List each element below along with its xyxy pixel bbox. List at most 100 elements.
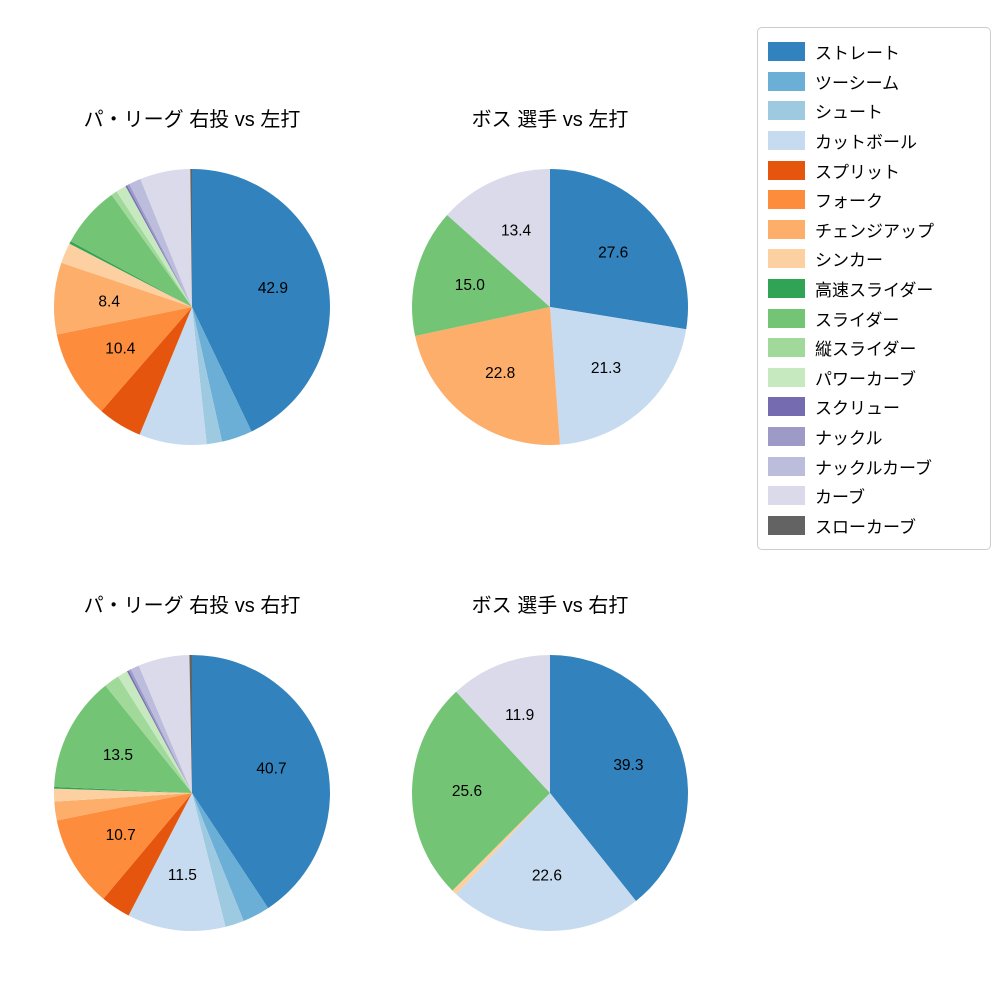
legend-label: カーブ bbox=[815, 488, 865, 508]
legend-swatch bbox=[768, 427, 805, 447]
legend-label: スクリュー bbox=[815, 399, 900, 419]
pie-slice bbox=[192, 793, 269, 921]
legend-item: シンカー bbox=[768, 244, 980, 274]
pie-slice bbox=[127, 184, 192, 307]
legend-item: 高速スライダー bbox=[768, 274, 980, 304]
pie-slice bbox=[103, 793, 192, 916]
legend-label: スプリット bbox=[815, 162, 900, 182]
pie-slice bbox=[111, 191, 192, 307]
pie-slice bbox=[456, 793, 636, 931]
pie-percent-label: 42.9 bbox=[258, 280, 288, 297]
pie-slice bbox=[192, 655, 330, 909]
legend-label: ナックルカーブ bbox=[815, 458, 932, 478]
pie-slice bbox=[130, 665, 192, 793]
pie-slice bbox=[118, 671, 192, 793]
legend-label: シュート bbox=[815, 103, 883, 123]
chart-title-bottom-right: ボス 選手 vs 右打 bbox=[471, 595, 629, 617]
pie-slice bbox=[129, 179, 192, 307]
legend-label: 高速スライダー bbox=[815, 281, 934, 301]
pie-chart-bottom-left: 40.7 11.5 10.7 13.5 bbox=[54, 654, 330, 932]
pie-percent-label: 27.6 bbox=[598, 245, 628, 262]
pie-slice bbox=[192, 307, 252, 442]
pie-slice bbox=[125, 185, 192, 307]
legend-swatch bbox=[768, 101, 805, 121]
legend-item: カーブ bbox=[768, 481, 980, 511]
pie-slice bbox=[139, 307, 207, 445]
pie-slice bbox=[56, 307, 192, 412]
pie-slice bbox=[192, 793, 244, 927]
pie-slice bbox=[412, 691, 550, 891]
pie-percent-label: 40.7 bbox=[256, 761, 286, 778]
pie-slice bbox=[456, 655, 550, 793]
pie-slice bbox=[101, 307, 192, 435]
legend-item: ツーシーム bbox=[768, 67, 980, 97]
pie-slice bbox=[105, 676, 192, 793]
legend-item: パワーカーブ bbox=[768, 363, 980, 393]
pie-slice bbox=[138, 655, 192, 793]
pie-slice bbox=[190, 168, 192, 307]
legend-swatch bbox=[768, 486, 805, 506]
legend-swatch bbox=[768, 190, 805, 210]
legend-item: スローカーブ bbox=[768, 511, 980, 541]
pie-percent-label: 25.6 bbox=[452, 783, 482, 800]
pie-slice bbox=[550, 169, 688, 330]
legend-swatch bbox=[768, 279, 805, 299]
legend-swatch bbox=[768, 160, 805, 180]
pie-slice bbox=[192, 307, 223, 445]
pie-percent-label: 22.8 bbox=[485, 365, 515, 382]
pie-slice bbox=[70, 194, 192, 307]
legend-label: ストレート bbox=[815, 44, 900, 64]
legend-label: ナックル bbox=[815, 429, 883, 449]
legend-item: スプリット bbox=[768, 155, 980, 185]
legend-swatch bbox=[768, 397, 805, 417]
pie-percent-label: 10.4 bbox=[105, 340, 136, 357]
pie-slice bbox=[550, 655, 688, 901]
pie-percent-label: 11.9 bbox=[505, 707, 534, 724]
pie-chart-bottom-right: 39.3 22.6 25.6 11.9 bbox=[412, 655, 688, 931]
pie-slice bbox=[54, 685, 192, 793]
pie-percent-label: 13.5 bbox=[103, 747, 133, 764]
legend-swatch bbox=[768, 515, 805, 535]
legend-label: スローカーブ bbox=[815, 517, 916, 537]
legend-label: スライダー bbox=[815, 310, 900, 330]
pie-slice bbox=[412, 215, 550, 337]
legend-item: ストレート bbox=[768, 37, 980, 67]
pie-percent-label: 22.6 bbox=[532, 867, 562, 884]
pie-chart-top-left: 42.9 10.4 8.4 bbox=[53, 168, 330, 445]
legend-swatch bbox=[768, 131, 805, 151]
legend: ストレートツーシームシュートカットボール スプリットフォークチェンジアップシンカー… bbox=[757, 27, 991, 551]
pie-slice bbox=[69, 241, 192, 307]
legend-item: チェンジアップ bbox=[768, 215, 980, 245]
legend-label: カットボール bbox=[815, 133, 917, 153]
pie-percent-label: 13.4 bbox=[501, 223, 532, 240]
pie-slice bbox=[415, 307, 560, 445]
pie-percent-label: 21.3 bbox=[591, 360, 621, 377]
legend-item: シュート bbox=[768, 96, 980, 126]
pie-slice bbox=[550, 307, 687, 445]
legend-swatch bbox=[768, 71, 805, 91]
pie-slice bbox=[61, 243, 192, 307]
pie-slice bbox=[447, 169, 550, 307]
legend-swatch bbox=[768, 308, 805, 328]
pie-slice bbox=[127, 670, 192, 793]
pie-slice bbox=[56, 793, 192, 899]
legend-item: ナックルカーブ bbox=[768, 451, 980, 481]
legend-label: チェンジアップ bbox=[815, 221, 934, 241]
pie-percent-label: 8.4 bbox=[98, 293, 120, 310]
legend-swatch bbox=[768, 249, 805, 269]
legend-label: フォーク bbox=[815, 192, 883, 212]
pie-slice bbox=[116, 186, 192, 307]
pie-slice bbox=[54, 793, 192, 821]
pie-slice bbox=[53, 262, 193, 335]
pie-slice bbox=[189, 654, 192, 793]
legend-item: フォーク bbox=[768, 185, 980, 215]
legend-swatch bbox=[768, 219, 805, 239]
legend-item: 縦スライダー bbox=[768, 333, 980, 363]
pie-slice bbox=[192, 169, 330, 432]
legend-item: ナックル bbox=[768, 422, 980, 452]
legend-swatch bbox=[768, 456, 805, 476]
chart-title-bottom-left: パ・リーグ 右投 vs 右打 bbox=[83, 595, 301, 617]
pie-slice bbox=[128, 793, 226, 932]
pie-percent-label: 15.0 bbox=[455, 277, 486, 294]
